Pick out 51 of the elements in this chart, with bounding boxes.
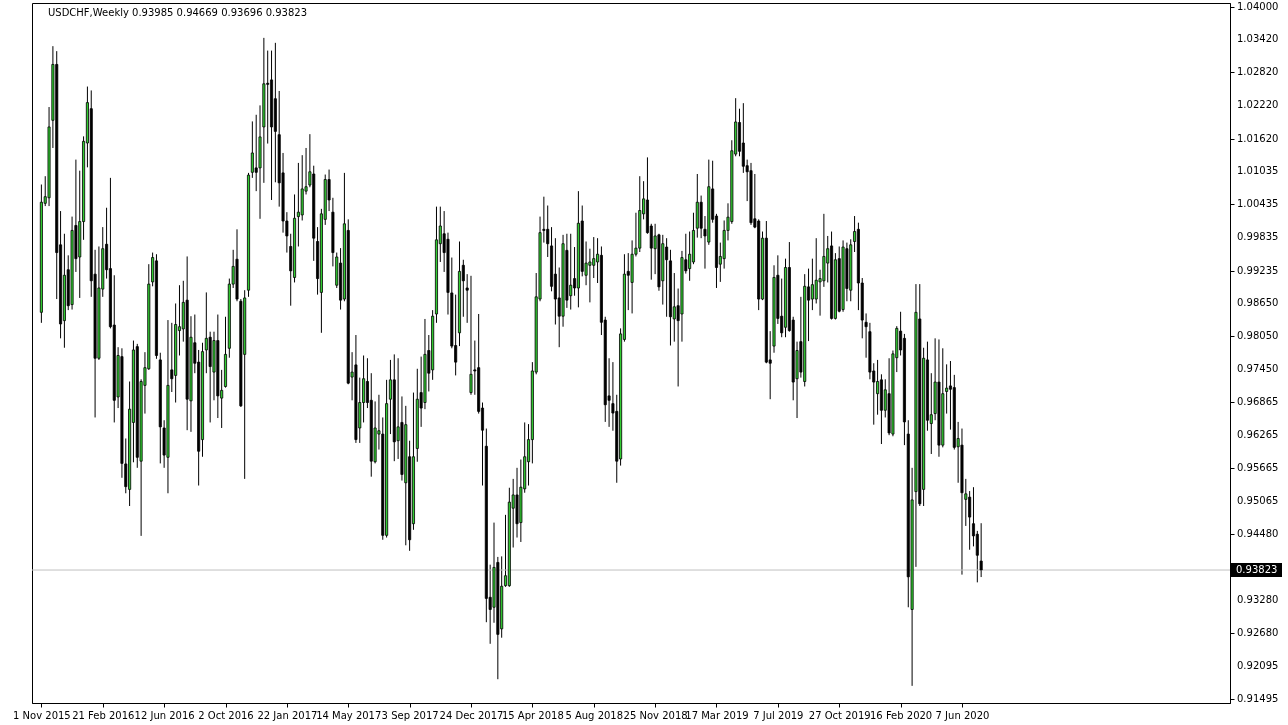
chart-title: USDCHF,Weekly 0.93985 0.94669 0.93696 0.93823 [48,7,308,18]
y-tick-label: 1.02220 [1237,99,1279,111]
y-tick-label: 0.99235 [1237,264,1279,276]
x-tick-label: 16 Feb 2020 [869,709,933,721]
x-tick-label: 7 Jul 2019 [753,709,804,721]
candlestick [968,490,972,551]
y-tick-label: 0.99835 [1237,231,1279,243]
y-tick-label: 1.02820 [1237,66,1279,78]
candlestick [454,294,458,376]
y-tick-label: 1.01620 [1237,132,1279,144]
x-tick-label: 17 Mar 2019 [685,709,749,721]
y-tick-label: 0.96865 [1237,395,1279,407]
candlestick [688,231,692,282]
y-tick-label: 0.91495 [1237,692,1279,704]
y-tick-label: 0.98050 [1237,330,1279,342]
x-tick-label: 27 Oct 2019 [808,709,871,721]
candlestick [266,50,270,145]
x-tick-label: 14 May 2017 [316,709,382,721]
y-tick-label: 0.94480 [1237,527,1279,539]
x-tick-label: 5 Aug 2018 [565,709,624,721]
x-tick-label: 12 Jun 2016 [134,709,195,721]
candlestick [810,258,814,311]
y-tick-label: 0.96265 [1237,428,1279,440]
x-tick-label: 24 Dec 2017 [439,709,504,721]
y-tick-label: 0.98650 [1237,296,1279,308]
x-tick-label: 3 Sep 2017 [381,709,439,721]
candlestick [469,275,473,396]
y-tick-label: 1.04000 [1237,0,1279,12]
y-tick-label: 0.93280 [1237,594,1279,606]
candlestick [204,291,208,374]
x-tick-label: 25 Nov 2018 [623,709,688,721]
x-tick-label: 22 Jan 2017 [257,709,318,721]
x-tick-label: 21 Feb 2016 [72,709,135,721]
y-tick-label: 0.95065 [1237,495,1279,507]
x-tick-label: 2 Oct 2016 [198,709,254,721]
y-tick-label: 1.01035 [1237,164,1279,176]
y-tick-label: 1.03420 [1237,32,1279,44]
y-tick-label: 0.92680 [1237,627,1279,639]
y-tick-label: 0.97450 [1237,363,1279,375]
candlestick [979,522,983,578]
candlestick [250,120,254,179]
candlestick [296,162,300,247]
y-tick-label: 1.00435 [1237,198,1279,210]
y-tick-label: 0.92095 [1237,659,1279,671]
x-tick-label: 7 Jun 2020 [935,709,990,721]
x-tick-label: 1 Nov 2015 [13,709,71,721]
ref-line-label: 0.93823 [1236,564,1278,576]
candlestick [569,233,573,311]
candlestick [876,359,880,416]
candlestick [665,237,669,318]
y-tick-label: 0.95665 [1237,462,1279,474]
